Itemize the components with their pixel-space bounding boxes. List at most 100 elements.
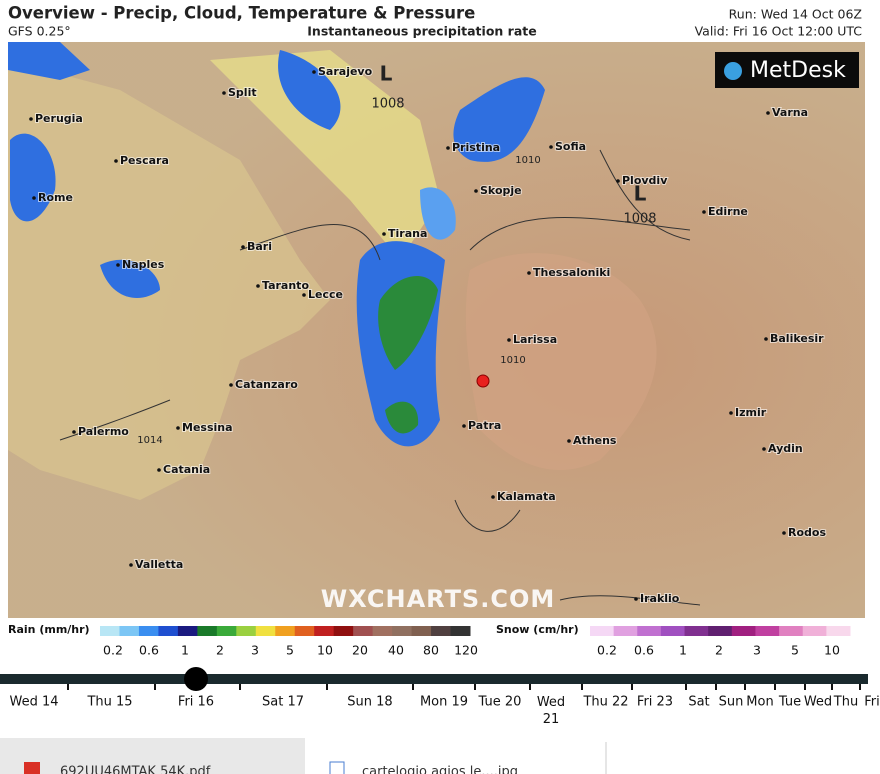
timeline-label[interactable]: Sat 17 [262, 695, 304, 710]
timeline-label[interactable]: Tue [778, 695, 801, 710]
watermark: WXCHARTS.COM [321, 585, 555, 613]
city-dot [157, 468, 161, 472]
legend: 0.2 0.6 1 2 3 5 10 20 40 80 120 0.2 0.6 1 2 3 5 10 [100, 626, 851, 658]
timeline-label[interactable]: Sat [688, 695, 709, 710]
city-label: Iraklio [640, 592, 680, 605]
timeline-label[interactable]: Thu [833, 695, 858, 710]
city-dot [616, 179, 620, 183]
precip-core [385, 401, 419, 434]
city-dot [72, 430, 76, 434]
city-label: Aydin [768, 442, 803, 455]
city-dot [129, 563, 133, 567]
city-label: Taranto [262, 279, 309, 292]
city-label: Balikesir [770, 332, 824, 345]
timeline-label[interactable]: Fri 16 [178, 695, 214, 710]
rain-tick-label: 5 [286, 643, 294, 658]
city-label: Palermo [78, 425, 129, 438]
city-label: Valletta [135, 558, 183, 571]
cities: Sarajevo Split Perugia Pescara Rome Bari Naple… [29, 64, 827, 606]
city-label: Sofia [555, 140, 586, 153]
timeline-label[interactable]: Tue 20 [478, 695, 522, 710]
city-label: Catania [163, 463, 210, 476]
rain-swatch [411, 626, 432, 636]
city-label: Rome [38, 191, 73, 204]
pressure-label: 1010 [500, 355, 525, 366]
rain-tick-label: 80 [423, 643, 439, 658]
city-label: Messina [182, 421, 233, 434]
city-dot [222, 91, 226, 95]
download-item[interactable] [0, 738, 305, 774]
snow-swatch [731, 626, 756, 636]
city-label: Athens [573, 434, 617, 447]
city-dot [782, 531, 786, 535]
city-dot [634, 597, 638, 601]
rain-swatch [216, 626, 237, 636]
timeline-label[interactable]: Thu 15 [86, 695, 132, 710]
city-label: Bari [247, 240, 272, 253]
rain-swatch [197, 626, 218, 636]
city-label: Izmir [735, 406, 767, 419]
city-label: Rodos [788, 526, 826, 539]
rain-swatch [100, 626, 120, 636]
rain-swatch [119, 626, 140, 636]
timeline-label[interactable]: Thu 22 [582, 695, 628, 710]
timeline-label[interactable]: Fri 23 [637, 695, 673, 710]
city-dot [312, 70, 316, 74]
timeline-label[interactable]: Wed 14 [9, 695, 58, 710]
rain-swatch [314, 626, 335, 636]
timeline-label[interactable]: Wed [804, 695, 832, 710]
city-dot [702, 210, 706, 214]
title: Overview - Precip, Cloud, Temperature & … [8, 4, 475, 23]
pressure-labels: L 1008 L 1008 1010 1010 1014 [137, 62, 656, 447]
snow-tick-label: 1 [679, 643, 687, 658]
pdf-icon [24, 762, 40, 774]
snow-tick-label: 0.2 [597, 643, 617, 658]
rain-swatch [177, 626, 198, 636]
precip-blob [453, 77, 545, 162]
download-name[interactable]: cartelogio agios le....jpg [362, 765, 518, 774]
city-label: Pristina [452, 141, 500, 154]
timeline-label[interactable]: Wed 21 [537, 695, 565, 727]
italy-land [8, 60, 330, 500]
balkan-cloud [210, 50, 440, 260]
precip-blob [420, 187, 456, 240]
rain-swatch [275, 626, 296, 636]
rain-swatch [372, 626, 393, 636]
city-dot [29, 117, 33, 121]
run-time: Run: Wed 14 Oct 06Z [729, 7, 862, 22]
city-label: Tirana [388, 227, 427, 240]
timeline-label[interactable]: Mon 19 [420, 695, 468, 710]
timeline-handle[interactable] [184, 667, 208, 691]
city-dot [491, 495, 495, 499]
snow-tick-label: 3 [753, 643, 761, 658]
download-name[interactable]: 692UU46MTAK 54K.pdf [60, 765, 211, 774]
timeline-label[interactable]: Fri [864, 695, 880, 710]
valid-time: Valid: Fri 16 Oct 12:00 UTC [695, 24, 863, 39]
city-label: Plovdiv [622, 174, 668, 187]
pressure-label: 1010 [515, 155, 540, 166]
timeline-label[interactable]: Sun 18 [347, 695, 392, 710]
city-dot [241, 245, 245, 249]
city-label: Patra [468, 419, 501, 432]
city-dot [116, 263, 120, 267]
pressure-label: 1008 [371, 97, 404, 112]
city-label: Larissa [513, 333, 557, 346]
rain-tick-label: 3 [251, 643, 259, 658]
city-dot [762, 447, 766, 451]
snow-swatch [826, 626, 851, 636]
rain-swatch [431, 626, 452, 636]
snow-swatch [613, 626, 638, 636]
pressure-label: L [634, 182, 647, 206]
precip-core [378, 276, 438, 370]
pressure-label: 1008 [623, 212, 656, 227]
city-label: Thessaloniki [533, 266, 610, 279]
rain-swatch [392, 626, 413, 636]
rain-swatch [333, 626, 354, 636]
timeline-label[interactable]: Mon [746, 695, 773, 710]
snow-tick-label: 2 [715, 643, 723, 658]
timeline-track[interactable] [0, 674, 868, 684]
city-dot [229, 383, 233, 387]
rain-tick-label: 10 [317, 643, 333, 658]
timeline-label[interactable]: Sun [719, 695, 744, 710]
city-label: Perugia [35, 112, 83, 125]
